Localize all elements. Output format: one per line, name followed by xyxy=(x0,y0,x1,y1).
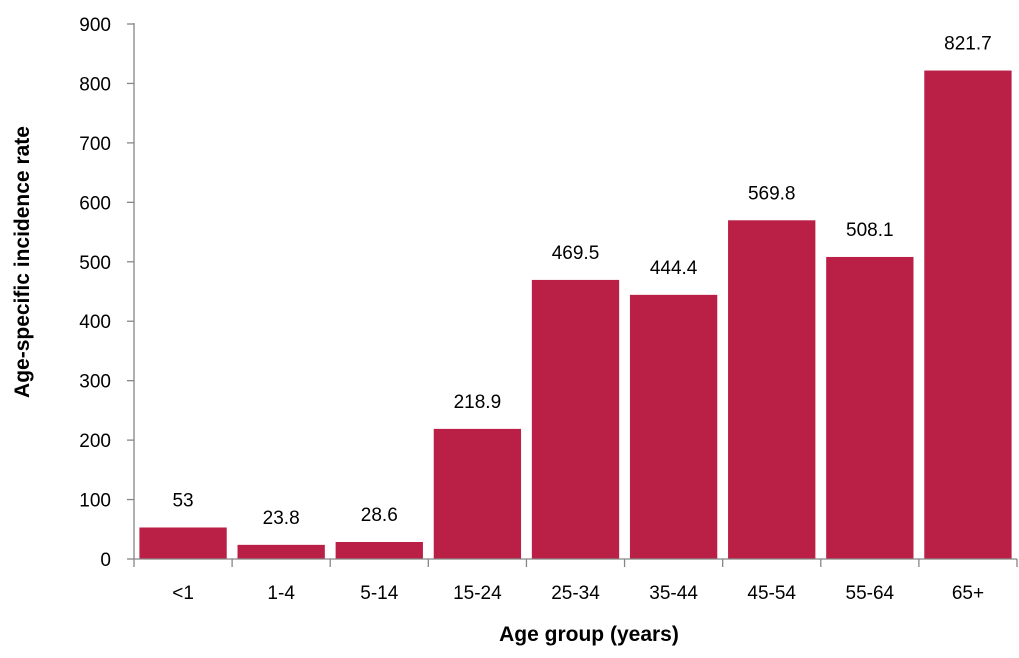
x-tick-label: 1-4 xyxy=(267,583,295,604)
data-label: 821.7 xyxy=(944,34,992,55)
bar xyxy=(237,544,325,559)
bars-group xyxy=(139,70,1012,560)
axes-group xyxy=(127,23,1018,567)
data-label: 23.8 xyxy=(263,508,300,529)
y-tick-label: 700 xyxy=(79,134,111,155)
bar xyxy=(629,294,718,559)
data-label: 569.8 xyxy=(748,183,796,204)
x-tick-label: 55-64 xyxy=(846,583,895,604)
bar xyxy=(335,542,423,559)
bar xyxy=(433,428,522,559)
data-label: 218.9 xyxy=(454,392,502,413)
data-label: 508.1 xyxy=(846,220,894,241)
x-tick-label: 25-34 xyxy=(551,583,600,604)
bar xyxy=(728,220,816,560)
y-tick-label: 500 xyxy=(79,253,111,274)
bar xyxy=(139,527,227,559)
x-tick-label: 35-44 xyxy=(649,583,698,604)
y-axis-title: Age-specific incidence rate xyxy=(11,126,34,398)
labels-group: 53 23.8 28.6 218.9 469.5 444.4 569.8 508.1 821.7… xyxy=(79,15,991,604)
bar xyxy=(924,70,1012,559)
data-label: 469.5 xyxy=(552,243,600,264)
data-label: 444.4 xyxy=(650,258,698,279)
x-tick-label: <1 xyxy=(172,583,194,604)
x-tick-label: 45-54 xyxy=(747,583,796,604)
data-label: 53 xyxy=(172,490,193,511)
y-tick-label: 900 xyxy=(79,15,111,36)
y-tick-label: 0 xyxy=(100,550,111,571)
x-axis-title: Age group (years) xyxy=(499,623,679,646)
y-tick-label: 400 xyxy=(79,312,111,333)
bar xyxy=(531,279,620,559)
data-label: 28.6 xyxy=(361,505,398,526)
y-tick-label: 200 xyxy=(79,431,111,452)
x-tick-label: 65+ xyxy=(952,583,984,604)
y-tick-label: 800 xyxy=(79,74,111,95)
y-tick-label: 300 xyxy=(79,372,111,393)
bar xyxy=(826,256,914,559)
x-tick-label: 5-14 xyxy=(360,583,398,604)
y-tick-label: 600 xyxy=(79,193,111,214)
x-tick-label: 15-24 xyxy=(453,583,502,604)
y-tick-label: 100 xyxy=(79,491,111,512)
